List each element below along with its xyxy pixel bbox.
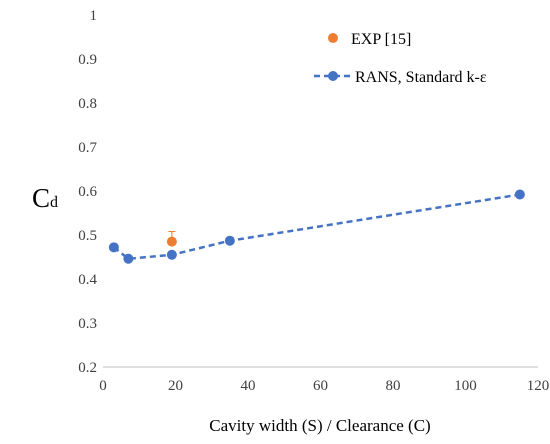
y-axis-title-subscript: d [50,194,58,211]
y-tick-label: 0.7 [78,140,97,156]
y-tick-label: 0.9 [78,52,97,68]
legend-label-rans: RANS, Standard k-ε [355,69,487,86]
y-tick-label: 0.4 [78,272,97,288]
y-tick-label: 0.6 [78,184,97,200]
data-point-rans [514,189,525,200]
data-point-rans [108,242,119,253]
x-axis-title: Cavity width (S) / Clearance (C) [209,416,430,435]
series-line-rans [113,193,521,261]
y-tick-label: 0.3 [78,316,97,332]
x-tick-label: 40 [241,378,256,394]
legend-marker-exp [328,33,338,43]
x-tick-label: 100 [454,378,477,394]
x-tick-label: 120 [527,378,550,394]
x-tick-label: 60 [313,378,328,394]
x-tick-label: 0 [99,378,107,394]
y-tick-label: 0.2 [78,360,97,376]
legend-marker-rans [328,71,338,81]
data-point-exp [166,236,177,247]
y-tick-label: 0.8 [78,96,97,112]
data-point-rans [166,249,177,260]
legend-item-rans: RANS, Standard k-ε [314,69,487,86]
data-point-rans [123,253,134,264]
legend-label-exp: EXP [15] [351,31,411,48]
legend: EXP [15] RANS, Standard k-ε [314,31,487,86]
series [108,189,525,264]
x-tick-label: 20 [168,378,183,394]
tick-labels: 0 20 40 60 80 100 120 0.2 0.3 0.4 0.5 0.6 0.7 0.8 0.9 1 [78,8,549,394]
x-tick-label: 80 [386,378,401,394]
y-tick-label: 0.5 [78,228,97,244]
data-point-rans [224,235,235,246]
y-axis-title: Cd [32,183,58,213]
legend-item-exp: EXP [15] [328,31,411,48]
y-axis-title-main: C [32,183,50,213]
y-tick-label: 1 [90,8,98,24]
